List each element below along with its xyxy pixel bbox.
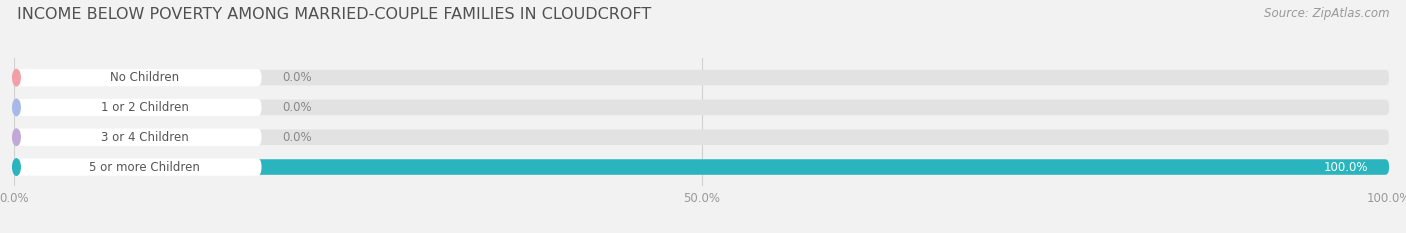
- FancyBboxPatch shape: [14, 158, 262, 176]
- Circle shape: [13, 69, 20, 86]
- FancyBboxPatch shape: [14, 69, 262, 86]
- Text: 100.0%: 100.0%: [1324, 161, 1368, 174]
- Circle shape: [13, 99, 20, 116]
- Text: 3 or 4 Children: 3 or 4 Children: [101, 131, 188, 144]
- FancyBboxPatch shape: [14, 70, 1389, 85]
- Text: 0.0%: 0.0%: [283, 131, 312, 144]
- Text: 0.0%: 0.0%: [283, 71, 312, 84]
- Circle shape: [13, 159, 20, 175]
- FancyBboxPatch shape: [14, 130, 1389, 145]
- FancyBboxPatch shape: [14, 159, 1389, 175]
- Text: 0.0%: 0.0%: [283, 101, 312, 114]
- Text: 5 or more Children: 5 or more Children: [89, 161, 200, 174]
- FancyBboxPatch shape: [14, 129, 262, 146]
- Text: 1 or 2 Children: 1 or 2 Children: [101, 101, 188, 114]
- Text: Source: ZipAtlas.com: Source: ZipAtlas.com: [1264, 7, 1389, 20]
- FancyBboxPatch shape: [14, 159, 1389, 175]
- Text: INCOME BELOW POVERTY AMONG MARRIED-COUPLE FAMILIES IN CLOUDCROFT: INCOME BELOW POVERTY AMONG MARRIED-COUPL…: [17, 7, 651, 22]
- Text: No Children: No Children: [110, 71, 179, 84]
- FancyBboxPatch shape: [14, 100, 1389, 115]
- Circle shape: [13, 129, 20, 145]
- FancyBboxPatch shape: [14, 99, 262, 116]
